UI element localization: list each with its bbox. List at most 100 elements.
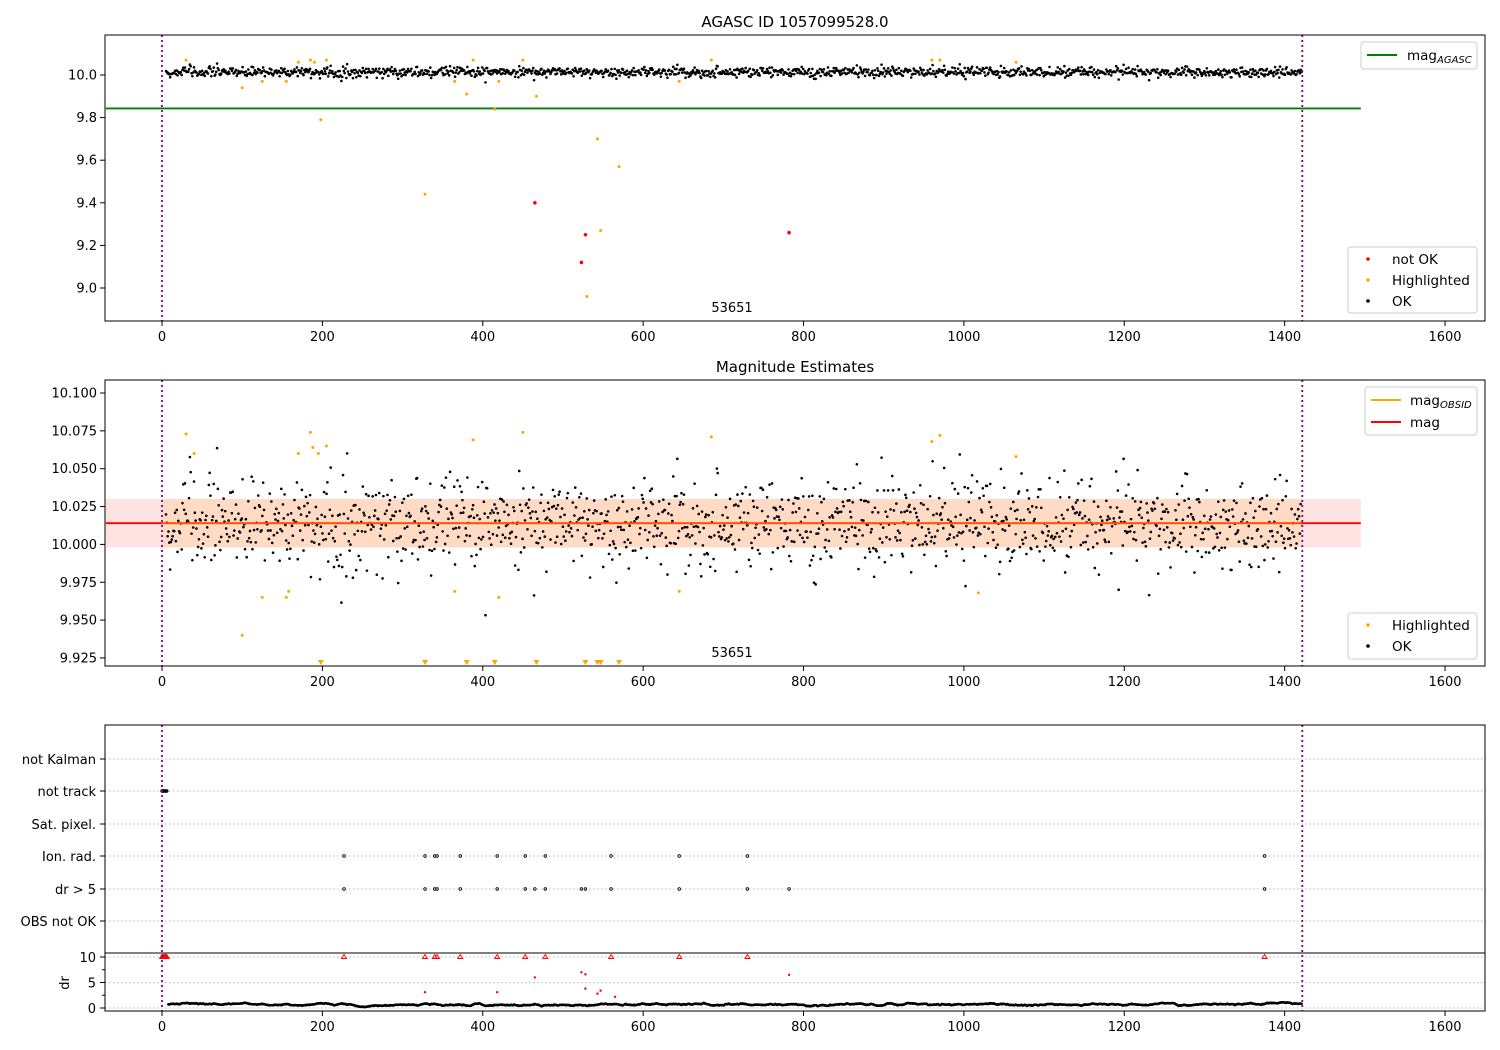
ok-point: [300, 488, 304, 492]
legend-label: not OK: [1392, 252, 1439, 268]
ok-point: [1183, 68, 1186, 71]
y-tick-label: 9.950: [60, 614, 97, 629]
ok-point: [620, 494, 624, 498]
ok-point: [1136, 468, 1139, 472]
ok-point: [1109, 551, 1113, 555]
ok-point: [211, 515, 215, 518]
ok-point: [536, 541, 540, 545]
ok-point: [1237, 540, 1241, 544]
ok-point: [606, 510, 610, 513]
ok-point: [344, 490, 347, 494]
ok-point: [186, 70, 190, 74]
ok-point: [326, 560, 330, 563]
ok-point: [440, 484, 444, 487]
dr-red-point: [599, 989, 602, 992]
flag-point: [543, 854, 548, 858]
ok-point: [200, 69, 204, 73]
ok-point: [486, 516, 490, 519]
ok-point: [1147, 593, 1151, 597]
ok-point: [663, 69, 667, 72]
ok-point: [1098, 529, 1102, 532]
ok-point: [882, 67, 886, 70]
ok-point: [788, 554, 791, 558]
ok-point: [381, 577, 384, 580]
ok-point: [572, 559, 575, 563]
highlighted-point: [976, 591, 980, 595]
ok-point: [390, 65, 393, 69]
ok-point: [244, 70, 248, 73]
ok-point: [197, 72, 201, 76]
ok-point: [827, 72, 831, 76]
ok-point: [914, 511, 918, 515]
ok-point: [748, 67, 752, 71]
ok-point: [867, 68, 870, 71]
ok-point: [722, 528, 725, 531]
highlighted-point: [1014, 455, 1018, 459]
ok-point: [371, 495, 374, 498]
ok-point: [1213, 545, 1217, 549]
ok-point: [1180, 66, 1184, 70]
flag-point: [495, 854, 499, 858]
ok-point: [708, 75, 712, 79]
ok-point: [1056, 480, 1060, 484]
ok-point: [377, 67, 381, 70]
ok-point: [766, 515, 770, 518]
dr-capped-marker: [675, 953, 683, 959]
ok-point: [617, 506, 621, 510]
ok-point: [1254, 509, 1257, 513]
ok-point: [564, 530, 568, 533]
legend-label: OK: [1392, 294, 1413, 310]
dr-capped-marker: [521, 953, 529, 959]
ok-point: [470, 554, 473, 558]
ok-point: [258, 68, 262, 72]
ok-point: [529, 516, 533, 520]
ok-point: [1093, 75, 1097, 79]
dr-capped-marker: [541, 953, 549, 959]
ok-point: [461, 498, 464, 502]
ok-point: [1072, 523, 1076, 527]
ok-point: [231, 490, 235, 494]
ok-point: [309, 575, 313, 579]
highlighted-point: [709, 58, 713, 62]
ok-point: [398, 509, 402, 513]
ok-point: [873, 506, 877, 510]
ok-point: [872, 546, 875, 550]
dr-capped-marker: [607, 953, 615, 959]
ok-point: [868, 550, 872, 554]
x-tick-label: 600: [631, 1020, 656, 1035]
ok-point: [219, 548, 222, 552]
ok-point: [848, 510, 852, 514]
ok-point: [980, 510, 984, 514]
ok-point: [429, 574, 433, 577]
ok-point: [1214, 513, 1218, 516]
ok-point: [388, 499, 392, 502]
ok-point: [373, 509, 377, 512]
ok-point: [236, 537, 239, 540]
category-label: OBS not OK: [21, 915, 97, 930]
ok-point: [1226, 518, 1230, 522]
ok-point: [800, 65, 803, 69]
axes-frame: [104, 34, 1486, 322]
ok-point: [312, 541, 316, 544]
ok-point: [963, 485, 967, 489]
ok-point: [867, 500, 870, 504]
ok-point: [906, 70, 910, 74]
ok-point: [1092, 500, 1096, 503]
ok-point: [855, 462, 859, 466]
ok-point: [694, 542, 697, 545]
ok-point: [992, 72, 995, 76]
ok-point: [517, 568, 520, 572]
ok-point: [424, 505, 427, 508]
ok-point: [1220, 546, 1223, 550]
ok-point: [462, 506, 466, 510]
ok-point: [835, 507, 839, 510]
ok-point: [228, 72, 231, 75]
ok-point: [817, 71, 821, 74]
ok-point: [447, 517, 450, 521]
ok-point: [632, 486, 636, 490]
legend-marker: [1366, 644, 1370, 648]
ok-point: [741, 492, 744, 495]
ok-point: [354, 75, 358, 79]
ok-point: [414, 538, 417, 542]
ok-point: [911, 538, 915, 542]
